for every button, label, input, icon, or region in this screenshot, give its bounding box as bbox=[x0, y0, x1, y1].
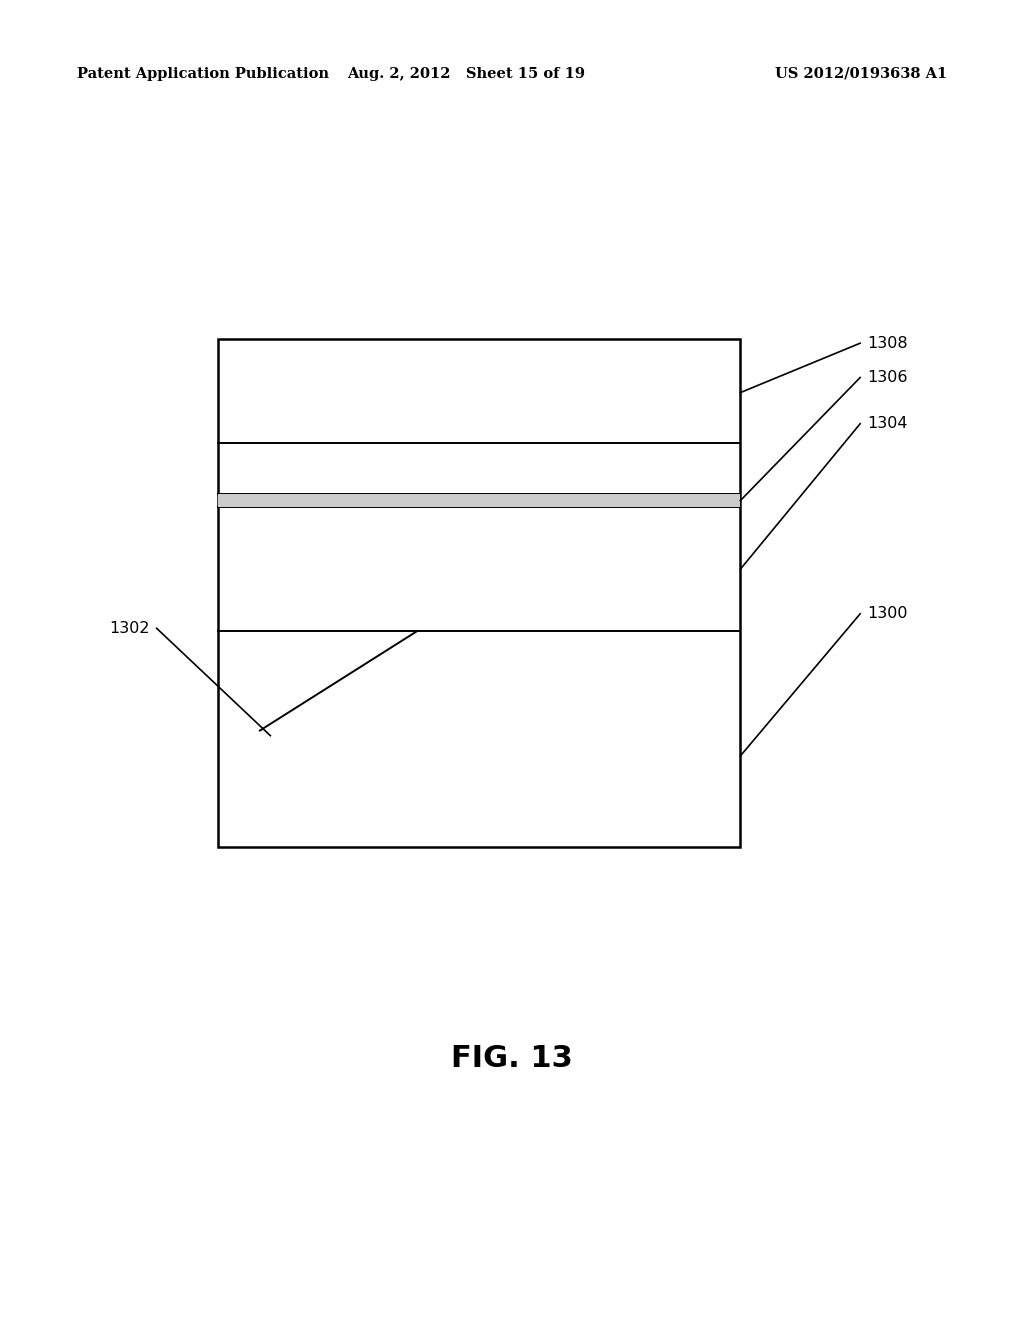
Text: 1308: 1308 bbox=[867, 335, 908, 351]
Text: US 2012/0193638 A1: US 2012/0193638 A1 bbox=[775, 67, 947, 81]
Bar bbox=[218, 494, 740, 507]
Text: 1306: 1306 bbox=[867, 370, 908, 385]
Text: 1304: 1304 bbox=[867, 416, 908, 432]
Bar bbox=[218, 339, 740, 847]
Text: FIG. 13: FIG. 13 bbox=[452, 1044, 572, 1073]
Text: Aug. 2, 2012   Sheet 15 of 19: Aug. 2, 2012 Sheet 15 of 19 bbox=[347, 67, 585, 81]
Text: Patent Application Publication: Patent Application Publication bbox=[77, 67, 329, 81]
Text: 1300: 1300 bbox=[867, 606, 908, 622]
Text: 1302: 1302 bbox=[109, 620, 150, 636]
